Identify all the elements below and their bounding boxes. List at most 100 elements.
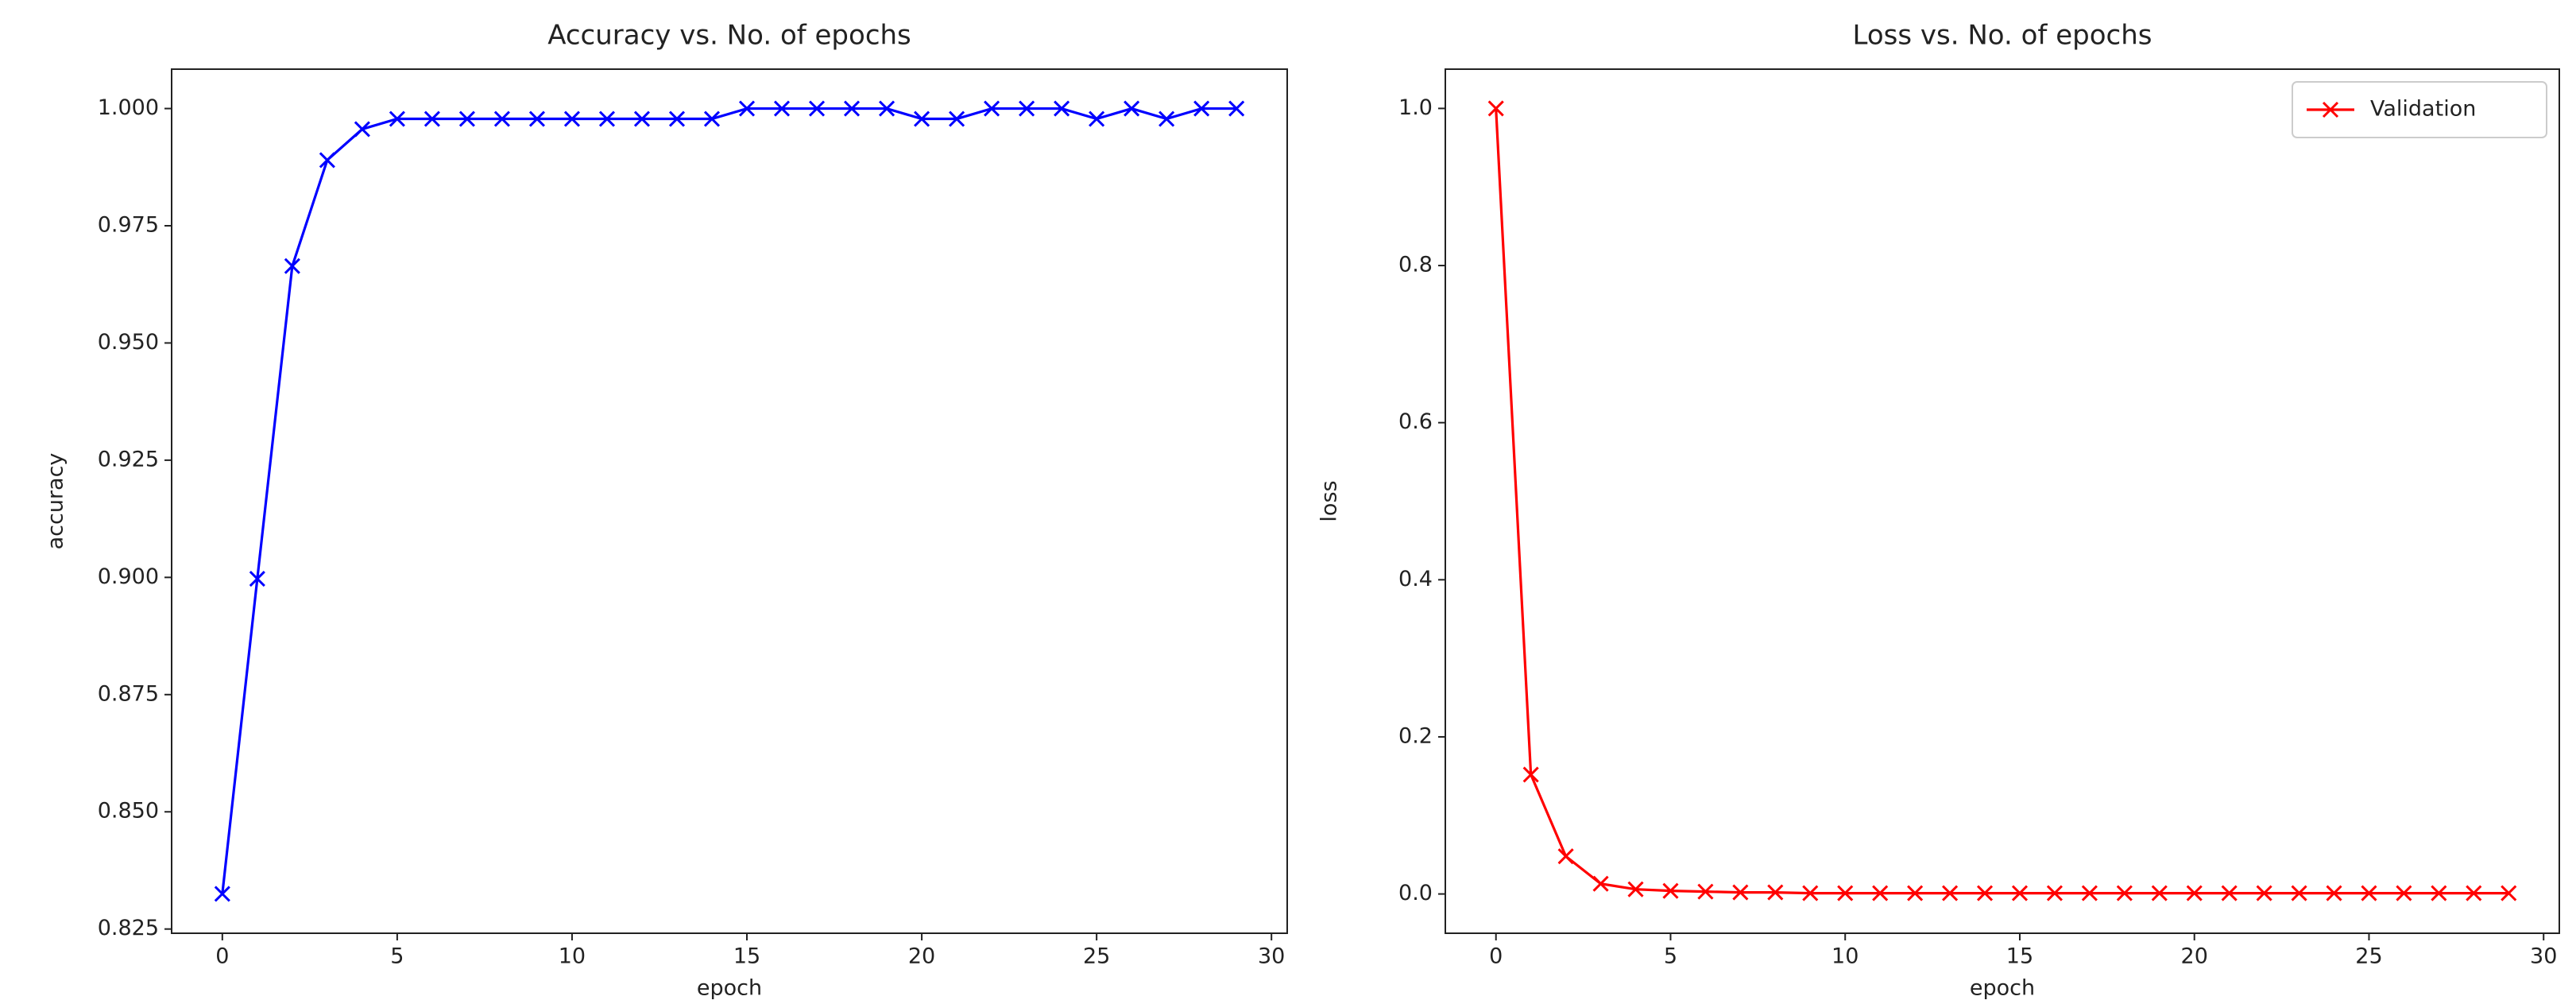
x-tick-label: 30 — [2530, 944, 2557, 969]
data-point — [493, 110, 510, 127]
y-tick-label: 0.8 — [1398, 253, 1433, 277]
x-tick-label: 0 — [215, 944, 229, 969]
data-point — [249, 571, 265, 587]
data-point — [1976, 885, 1994, 901]
data-point — [2116, 885, 2133, 901]
data-point — [319, 152, 335, 169]
x-tick-label: 5 — [390, 944, 404, 969]
x-tick-label: 10 — [559, 944, 586, 969]
y-tick-label: 0.4 — [1398, 567, 1433, 591]
data-point — [633, 110, 651, 127]
data-point — [1557, 848, 1574, 865]
data-point — [354, 121, 370, 138]
data-point — [528, 110, 545, 127]
data-point — [2291, 885, 2307, 901]
data-point — [1054, 100, 1070, 117]
data-point — [1662, 882, 1679, 899]
y-axis-label: loss — [1317, 480, 1342, 521]
x-tick-label: 20 — [2181, 944, 2208, 969]
data-point — [984, 100, 1000, 117]
data-point — [1802, 885, 1819, 901]
data-point — [1158, 110, 1175, 127]
data-point — [458, 110, 475, 127]
data-point — [2361, 885, 2377, 901]
data-point — [2431, 885, 2447, 901]
data-point — [1522, 766, 1539, 783]
y-tick-label: 0.850 — [98, 799, 159, 824]
data-point — [1732, 884, 1749, 901]
data-point — [738, 100, 756, 117]
data-point — [424, 110, 440, 127]
x-tick-label: 25 — [1083, 944, 1110, 969]
legend-marker — [2322, 101, 2339, 118]
data-point — [1942, 885, 1959, 901]
plot-frame — [171, 68, 1288, 934]
series-line — [1495, 108, 2509, 895]
y-tick-label: 0.975 — [98, 212, 159, 237]
y-tick-label: 0.0 — [1398, 881, 1433, 905]
data-point — [2186, 885, 2203, 901]
data-point — [878, 100, 895, 117]
x-tick-label: 10 — [1831, 944, 1859, 969]
y-tick-label: 0.950 — [98, 330, 159, 355]
y-tick-label: 0.875 — [98, 681, 159, 706]
data-point — [389, 110, 405, 127]
x-tick-label: 5 — [1664, 944, 1677, 969]
data-point — [1592, 875, 1609, 892]
data-point — [2221, 885, 2238, 901]
data-point — [773, 100, 791, 117]
y-tick-label: 0.825 — [98, 916, 159, 940]
legend-box — [2292, 81, 2547, 138]
data-point — [2081, 885, 2098, 901]
x-tick-label: 15 — [733, 944, 760, 969]
data-point — [1907, 885, 1924, 901]
y-tick-label: 0.2 — [1398, 723, 1433, 748]
series-line — [221, 107, 1237, 894]
data-point — [1124, 100, 1140, 117]
y-axis-label: accuracy — [44, 453, 68, 550]
data-point — [563, 110, 581, 127]
plot-frame — [1445, 68, 2560, 934]
data-point — [1627, 881, 1644, 897]
x-tick-label: 25 — [2355, 944, 2382, 969]
data-point — [2396, 885, 2412, 901]
chart-title: Loss vs. No. of epochs — [1853, 20, 2152, 52]
data-point — [2501, 885, 2517, 901]
data-point — [2466, 885, 2482, 901]
data-point — [668, 110, 686, 127]
x-tick-label: 30 — [1258, 944, 1285, 969]
data-point — [1193, 100, 1210, 117]
x-axis-label: epoch — [1970, 976, 2035, 1001]
data-point — [949, 110, 965, 127]
data-point — [1228, 100, 1245, 117]
data-point — [843, 100, 861, 117]
data-point — [2046, 885, 2063, 901]
data-point — [214, 886, 230, 902]
data-point — [1837, 885, 1854, 901]
data-point — [1697, 883, 1714, 900]
data-point — [808, 100, 826, 117]
data-point — [2011, 885, 2029, 901]
data-point — [2256, 885, 2272, 901]
data-point — [1019, 100, 1035, 117]
x-axis-label: epoch — [697, 976, 762, 1001]
y-tick-label: 0.925 — [98, 447, 159, 471]
y-tick-label: 1.0 — [1398, 95, 1433, 120]
legend-label: Validation — [2370, 97, 2476, 122]
x-tick-label: 0 — [1489, 944, 1503, 969]
data-point — [598, 110, 616, 127]
data-point — [2326, 885, 2342, 901]
data-point — [284, 258, 300, 274]
chart-title: Accuracy vs. No. of epochs — [547, 20, 911, 52]
data-point — [2151, 885, 2168, 901]
y-tick-label: 0.900 — [98, 564, 159, 589]
data-point — [703, 110, 721, 127]
x-tick-label: 20 — [908, 944, 935, 969]
data-point — [914, 110, 930, 127]
y-tick-label: 0.6 — [1398, 409, 1433, 434]
data-point — [1872, 885, 1889, 901]
data-point — [1767, 884, 1784, 901]
x-tick-label: 15 — [2006, 944, 2033, 969]
